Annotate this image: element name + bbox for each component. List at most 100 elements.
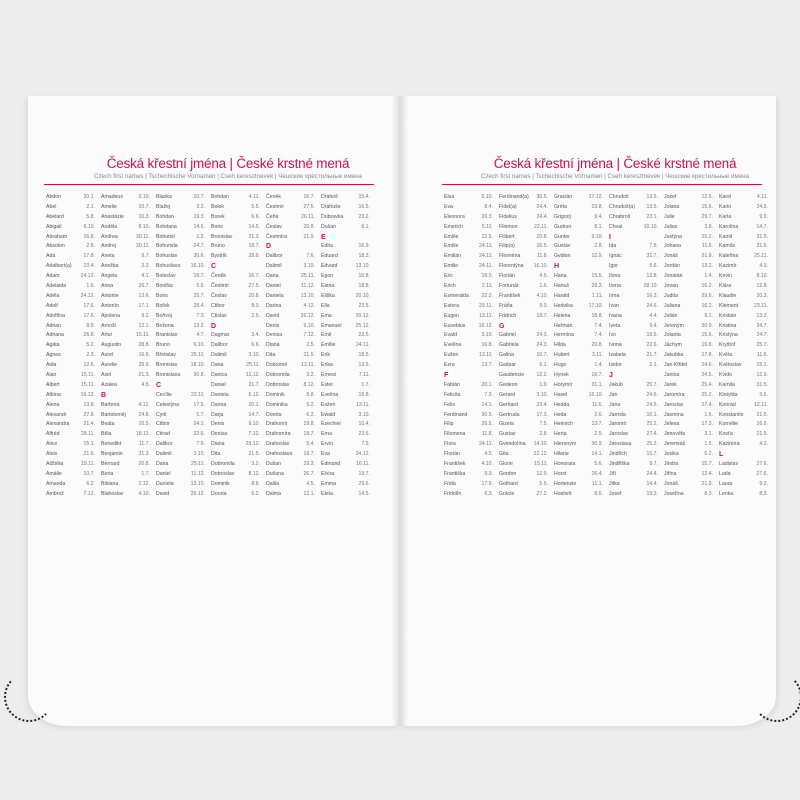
name-text: Filoména [499,253,521,260]
name-entry: Antonín 17.1. [101,302,156,312]
name-text: Gvendolína [499,441,526,448]
name-day-date: 1.11. [591,292,603,299]
name-day-date: 31.5. [756,243,768,250]
name-text: Artur [101,332,113,339]
name-entry: Bolek 5.5. [211,203,266,213]
name-entry: Čestmíra 21.9. [266,233,321,243]
name-column: Abdon 20.1. Abel 2.1. Abelard 5.8. Abigail 6.10… [46,193,101,500]
name-text: Ezra [444,362,455,369]
name-text: Kosťa [719,431,733,438]
name-text: Daniela [266,292,284,299]
name-entry: Kamila 31.5. [719,242,774,252]
name-day-date: 24.4. [536,203,548,210]
name-entry: Daniel 11.12. [156,470,211,480]
name-text: Cecílie [156,391,172,398]
name-text: Celestýna [156,401,180,408]
name-entry: Dalimil 3.10. [211,351,266,361]
name-day-date: 20.8. [248,292,260,299]
name-day-date: 12.9. [536,470,548,477]
name-day-date: 22.11. [190,391,205,398]
name-entry: Florentýna 16.10. [499,262,554,272]
name-text: Ervín [321,441,334,448]
name-entry: Bohdana 14.6. [156,223,211,233]
name-entry: Dobroslav 8.12. [266,381,321,391]
name-entry: Břetislav 25.11. [156,351,211,361]
name-day-date: 14.4. [646,480,658,487]
name-day-date: 10.7. [83,470,95,477]
name-text: Adriana [46,332,64,339]
name-entry: Boleslav 18.7. [156,272,211,282]
name-day-date: 26.7. [138,283,150,290]
name-text: Ester [321,381,334,388]
name-entry: Egon 10.8. [321,272,376,282]
name-entry: Gudrun 8.1. [554,223,609,233]
name-text: Jolanta [664,332,681,339]
name-text: Dominika [266,401,288,408]
name-day-date: 1.4. [594,362,603,369]
name-entry: Dobromil 13.11. [266,361,321,371]
name-day-date: 16.10. [588,391,603,398]
name-text: Agáta [46,342,60,349]
name-entry: Dita 21.5. [211,450,266,460]
name-day-date: 1.7. [141,470,150,477]
name-day-date: 9.10. [591,233,603,240]
name-text: Juliana [664,302,681,309]
name-text: Glorie [499,461,513,468]
name-entry: Felicita 7.3. [444,391,499,401]
name-text: Drahomíra [266,431,291,438]
name-entry: Erna 23.6. [321,430,376,440]
name-text: Emilie [444,263,459,270]
name-entry: Ivana 4.4. [609,312,664,322]
name-entry: Fridrich 18.7. [499,312,554,322]
name-entry: Azalea 4.5. [101,381,156,391]
name-text: Denisa [266,332,283,339]
name-text: Dalma [266,490,281,497]
name-day-date: 24.7. [756,332,768,339]
name-day-date: 23.4. [536,401,548,408]
name-entry: Kazimír 4.3. [719,262,774,272]
name-day-date: 2.6. [594,411,603,418]
name-text: Hermína [554,332,574,339]
name-text: Horst [554,470,567,477]
name-text: Ezechiel [321,421,341,428]
name-text: Julius [664,223,678,230]
name-day-date: 15.11. [533,461,548,468]
name-entry: Ctibor 24.1. [156,420,211,430]
name-entry: Axel 21.3. [101,371,156,381]
name-entry: Bohdan 19.3. [156,213,211,223]
name-text: Gerhard [499,401,519,408]
name-day-date: 20.8. [536,233,548,240]
name-day-date: 23.2. [358,213,370,220]
name-text: Florentýna [499,263,524,270]
name-text: Barbora [101,401,120,408]
name-entry: Jaromír 25.2. [609,420,664,430]
name-day-date: 9.9. [759,213,768,220]
name-text: Blanka [156,194,172,200]
name-entry: Fráňa 9.3. [499,302,554,312]
name-day-date: 12.6. [83,362,95,369]
name-text: Bohdan [156,213,174,220]
name-text: Elsa [444,194,455,200]
name-text: Klotylda [719,391,738,398]
name-entry: Kevin 8.10. [719,272,774,282]
name-entry: Čeněk 16.7. [266,193,321,203]
name-entry: Konstantin 21.5. [719,411,774,421]
name-text: Čeněk [211,273,226,280]
name-entry: Hieronym 30.9. [554,440,609,450]
name-entry: Jordán 13.2. [664,262,719,272]
name-text: Božena [156,322,174,329]
name-text: Dobromila [211,461,235,468]
name-day-date: 18.11. [135,431,150,438]
name-day-date: 1.7. [361,381,370,388]
left-page: Česká křestní jména | České krstné mená … [28,96,400,726]
name-day-date: 14.7. [248,411,260,418]
name-entry: Jáchym 16.8. [664,341,719,351]
name-day-date: 9.1. [704,312,713,319]
name-day-date: 22.11. [533,223,548,230]
name-entry: Darina 4.12. [266,302,321,312]
name-entry: Ctibor 8.3. [211,302,266,312]
name-day-date: 9.2. [759,480,768,487]
name-entry: Irma 16.3. [609,292,664,302]
name-entry: Jaromíra 25.2. [664,391,719,401]
name-day-date: 21.3. [138,372,150,379]
